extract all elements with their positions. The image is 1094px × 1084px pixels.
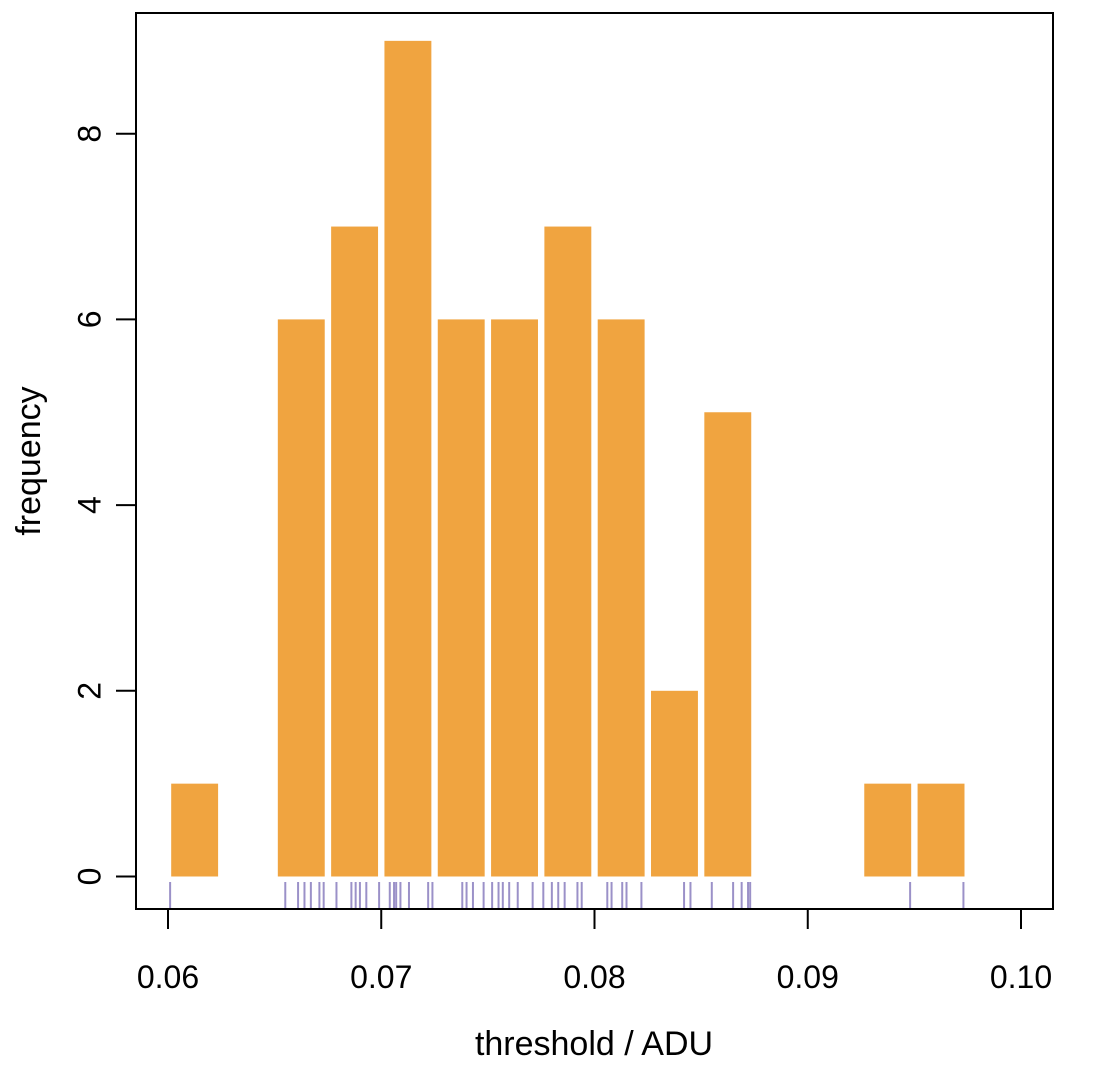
x-tick-label: 0.08 [563, 959, 625, 995]
x-tick-label: 0.06 [137, 959, 199, 995]
y-tick-label: 4 [71, 496, 107, 514]
histogram-bar [277, 319, 325, 877]
histogram-bar [597, 319, 645, 877]
y-axis: 0 2 4 6 8 [71, 125, 137, 886]
histogram-bar [491, 319, 538, 877]
y-tick-label: 2 [71, 682, 107, 700]
histogram-bar [864, 783, 912, 877]
histogram-bar [917, 783, 965, 877]
bars-group [171, 40, 965, 877]
y-tick-label: 6 [71, 311, 107, 329]
rug-group [169, 882, 965, 908]
x-tick-label: 0.07 [350, 959, 412, 995]
x-tick-label: 0.10 [990, 959, 1052, 995]
histogram-bar [331, 226, 379, 877]
histogram-bar [437, 319, 485, 877]
plot-frame [135, 12, 1054, 910]
y-tick-label: 0 [71, 868, 107, 886]
histogram-bar [651, 690, 698, 877]
y-axis-title: frequency [10, 386, 48, 535]
histogram-bar [384, 40, 432, 877]
histogram-bar [704, 412, 752, 877]
histogram-bar [544, 226, 592, 877]
x-axis-title: threshold / ADU [475, 1025, 713, 1063]
histogram-bar [171, 783, 219, 877]
x-axis: 0.06 0.07 0.08 0.09 0.10 [137, 908, 1052, 995]
y-tick-label: 8 [71, 125, 107, 143]
x-tick-label: 0.09 [777, 959, 839, 995]
